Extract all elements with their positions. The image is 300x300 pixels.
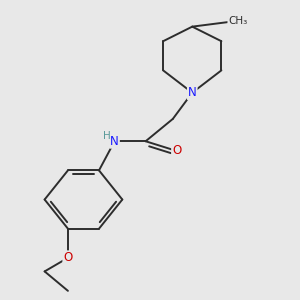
Text: N: N <box>110 135 119 148</box>
Text: O: O <box>63 251 73 264</box>
Text: N: N <box>188 86 197 99</box>
Text: H: H <box>103 131 111 141</box>
Text: CH₃: CH₃ <box>228 16 248 26</box>
Text: O: O <box>172 145 181 158</box>
